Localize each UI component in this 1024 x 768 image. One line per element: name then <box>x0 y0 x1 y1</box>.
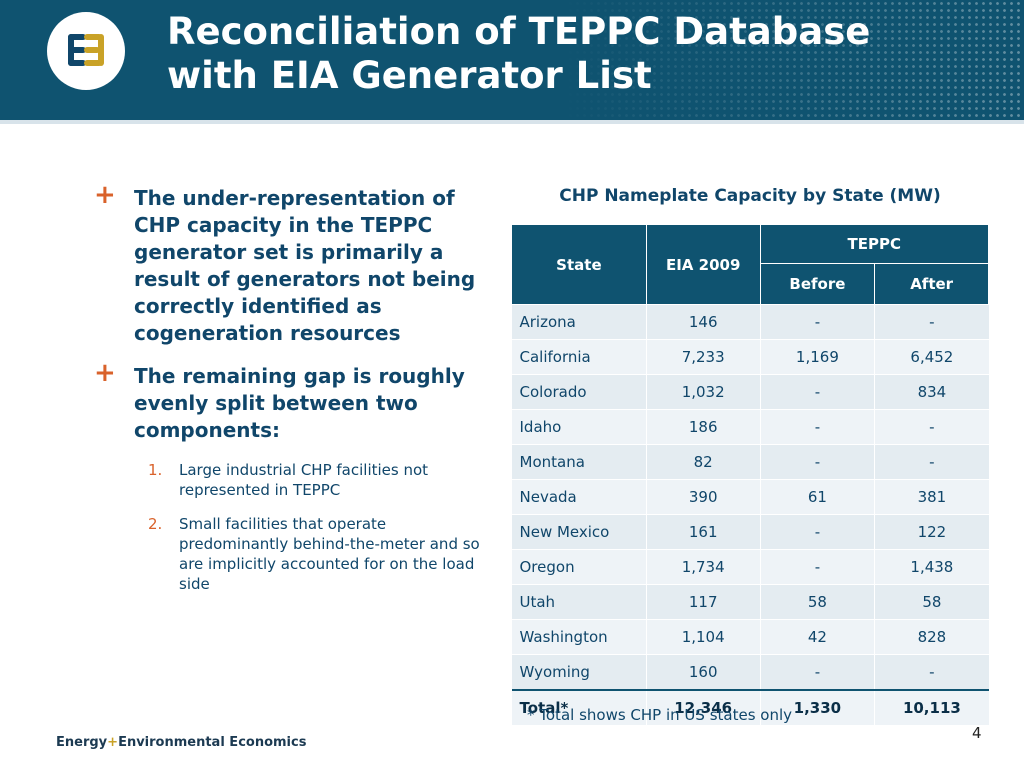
slide-title-line1: Reconciliation of TEPPC Database <box>167 10 871 53</box>
bullet-item: + The under-representation of CHP capaci… <box>94 180 489 347</box>
state-cell: New Mexico <box>511 514 647 550</box>
state-cell: California <box>511 339 647 375</box>
value-cell: 58 <box>874 584 989 620</box>
state-cell: Colorado <box>511 374 647 410</box>
value-cell: 82 <box>645 444 761 480</box>
total-row: Total* 12,346 1,330 10,113 <box>511 689 989 726</box>
value-cell: 42 <box>759 619 875 655</box>
value-cell: - <box>759 654 875 691</box>
value-cell: - <box>759 549 875 585</box>
value-cell: 834 <box>874 374 989 410</box>
value-cell: - <box>759 374 875 410</box>
column-header-before: Before <box>759 263 876 305</box>
item-number: 1. <box>148 461 163 479</box>
column-header-after: After <box>874 263 989 305</box>
column-group-teppc: TEPPC <box>759 224 990 264</box>
value-cell: 1,169 <box>759 339 875 375</box>
total-label-cell: Total* <box>511 689 647 726</box>
column-header-state: State <box>511 224 647 305</box>
value-cell: 61 <box>759 479 875 515</box>
table-row: Arizona 146- - <box>511 304 989 340</box>
state-cell: Oregon <box>511 549 647 585</box>
value-cell: - <box>874 304 989 340</box>
state-cell: Wyoming <box>511 654 647 691</box>
value-cell: 1,032 <box>645 374 761 410</box>
value-cell: - <box>874 444 989 480</box>
value-cell: - <box>874 409 989 445</box>
table-row: Colorado 1,032-834 <box>511 374 989 410</box>
value-cell: 828 <box>874 619 989 655</box>
company-logo <box>47 12 125 90</box>
value-cell: 160 <box>645 654 761 691</box>
bullet-text: The under-representation of CHP capacity… <box>134 186 476 345</box>
table-row: Wyoming 160- - <box>511 654 989 691</box>
value-cell: - <box>759 444 875 480</box>
item-number: 2. <box>148 515 163 533</box>
value-cell: - <box>874 654 989 691</box>
brand-text-env-economics: Environmental Economics <box>118 735 307 750</box>
numbered-item-text: Large industrial CHP facilities not repr… <box>179 461 429 499</box>
table-row: Utah 117 58 58 <box>511 584 989 620</box>
numbered-item: 2. Small facilities that operate predomi… <box>94 514 489 594</box>
numbered-item: 1. Large industrial CHP facilities not r… <box>94 460 489 500</box>
plus-bullet-icon: + <box>94 358 116 388</box>
table-row: Washington 1,104 42 828 <box>511 619 989 655</box>
state-cell: Montana <box>511 444 647 480</box>
value-cell: - <box>759 304 875 340</box>
state-cell: Idaho <box>511 409 647 445</box>
bullet-text: The remaining gap is roughly evenly spli… <box>134 364 465 442</box>
table-row: New Mexico 161-122 <box>511 514 989 550</box>
total-value-cell: 12,346 <box>645 689 761 726</box>
value-cell: 58 <box>759 584 875 620</box>
table-row: California 7,233 1,169 6,452 <box>511 339 989 375</box>
slide-title: Reconciliation of TEPPC Database with EI… <box>167 10 1007 98</box>
state-cell: Washington <box>511 619 647 655</box>
plus-bullet-icon: + <box>94 180 116 210</box>
column-header-eia-2009: EIA 2009 <box>645 224 761 305</box>
value-cell: - <box>759 409 875 445</box>
numbered-item-text: Small facilities that operate predominan… <box>179 515 480 593</box>
total-value-cell: 1,330 <box>759 689 875 726</box>
state-cell: Utah <box>511 584 647 620</box>
header-divider <box>0 120 1024 124</box>
bullet-list: + The under-representation of CHP capaci… <box>94 180 489 594</box>
table-footnote: * Total shows CHP in US states only <box>527 706 793 724</box>
value-cell: 1,734 <box>645 549 761 585</box>
table-row: Idaho 186- - <box>511 409 989 445</box>
brand-text-energy: Energy <box>56 735 108 750</box>
total-value-cell: 10,113 <box>874 689 989 726</box>
value-cell: 161 <box>645 514 761 550</box>
value-cell: 381 <box>874 479 989 515</box>
page-number: 4 <box>972 724 982 742</box>
value-cell: - <box>759 514 875 550</box>
value-cell: 1,104 <box>645 619 761 655</box>
value-cell: 6,452 <box>874 339 989 375</box>
value-cell: 122 <box>874 514 989 550</box>
value-cell: 390 <box>645 479 761 515</box>
e3-logo-icon <box>68 34 104 66</box>
brand-plus-icon: + <box>107 735 119 750</box>
table-row: Nevada 390 61 381 <box>511 479 989 515</box>
chp-capacity-table: State EIA 2009 TEPPC Before After Arizon… <box>511 224 990 726</box>
table-row: Montana 82- - <box>511 444 989 480</box>
table-caption: CHP Nameplate Capacity by State (MW) <box>559 186 941 206</box>
table-row: Oregon 1,734-1,438 <box>511 549 989 585</box>
footer-brand: Energy+Environmental Economics <box>56 735 306 750</box>
state-cell: Nevada <box>511 479 647 515</box>
value-cell: 1,438 <box>874 549 989 585</box>
bullet-item: + The remaining gap is roughly evenly sp… <box>94 358 489 444</box>
value-cell: 7,233 <box>645 339 761 375</box>
slide-title-line2: with EIA Generator List <box>167 54 652 97</box>
value-cell: 186 <box>645 409 761 445</box>
value-cell: 117 <box>645 584 761 620</box>
table-body: Arizona 146- - California 7,233 1,169 6,452 Col… <box>511 304 989 726</box>
value-cell: 146 <box>645 304 761 340</box>
state-cell: Arizona <box>511 304 647 340</box>
header-banner <box>0 0 1024 120</box>
